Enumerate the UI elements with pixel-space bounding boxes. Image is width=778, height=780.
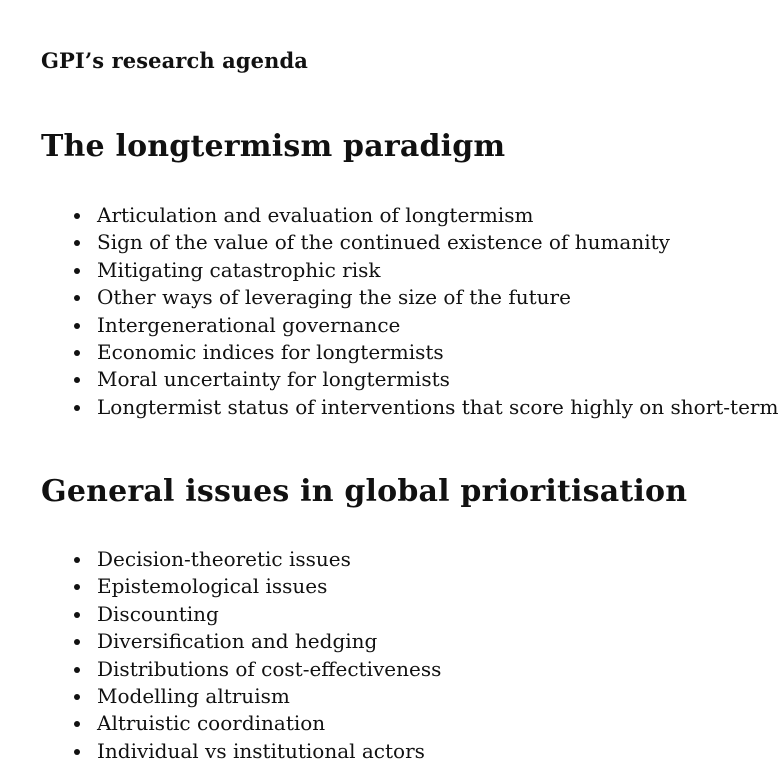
list-item: Articulation and evaluation of longtermi… (41, 202, 778, 229)
list-item: Modelling altruism (41, 683, 441, 710)
bullet-icon (74, 748, 80, 755)
bullet-icon (74, 213, 80, 219)
list-item: Moral uncertainty for longtermists (41, 366, 778, 393)
list-item-label: Diversification and hedging (97, 629, 378, 654)
list-item: Diversification and hedging (41, 628, 441, 655)
longtermism-topic-list: Articulation and evaluation of longtermi… (41, 202, 778, 421)
list-item: Discounting (41, 601, 441, 628)
list-item: Economic indices for longtermists (41, 339, 778, 366)
bullet-icon (74, 584, 80, 591)
list-item-label: Sign of the value of the continued exist… (97, 230, 670, 255)
list-item: Decision-theoretic issues (41, 546, 441, 573)
list-item-label: Discounting (97, 601, 219, 626)
bullet-icon (74, 721, 80, 728)
list-item: Altruistic coordination (41, 710, 441, 737)
global-prioritisation-topic-list: Decision-theoretic issues Epistemologica… (41, 546, 441, 765)
list-item-label: Individual vs institutional actors (97, 738, 425, 763)
list-item: Mitigating catastrophic risk (41, 257, 778, 284)
bullet-icon (74, 666, 80, 673)
list-item-label: Moral uncertainty for longtermists (97, 367, 450, 392)
list-item-label: Articulation and evaluation of longtermi… (97, 203, 534, 227)
bullet-icon (74, 267, 80, 274)
list-item-label: Modelling altruism (97, 683, 290, 708)
bullet-icon (74, 377, 80, 384)
list-item-label: Epistemological issues (97, 574, 328, 599)
bullet-icon (74, 404, 80, 411)
bullet-icon (74, 611, 80, 618)
bullet-icon (74, 349, 80, 356)
list-item: Other ways of leveraging the size of the… (41, 284, 778, 311)
list-item: Distributions of cost-effectiveness (41, 656, 441, 683)
bullet-icon (74, 693, 80, 700)
bullet-icon (74, 639, 80, 646)
list-item: Epistemological issues (41, 573, 441, 600)
list-item: Intergenerational governance (41, 312, 778, 339)
document-title: GPI’s research agenda (41, 48, 308, 73)
bullet-icon (74, 240, 80, 247)
bullet-icon (74, 322, 80, 329)
list-item-label: Decision-theoretic issues (97, 547, 351, 571)
bullet-icon (74, 557, 80, 563)
bullet-icon (74, 295, 80, 302)
list-item-label: Distributions of cost-effectiveness (97, 656, 442, 681)
list-item-label: Altruistic coordination (97, 711, 326, 736)
section-heading-global-prioritisation: General issues in global prioritisation (41, 474, 688, 509)
document-page: GPI’s research agenda The longtermism pa… (41, 0, 778, 780)
list-item-label: Economic indices for longtermists (97, 339, 444, 364)
list-item-label: Intergenerational governance (97, 312, 401, 337)
section-heading-longtermism: The longtermism paradigm (41, 129, 506, 164)
list-item-label: Longtermist status of interventions that… (97, 394, 778, 419)
list-item-label: Mitigating catastrophic risk (97, 257, 381, 282)
list-item: Longtermist status of interventions that… (41, 394, 778, 421)
list-item: Individual vs institutional actors (41, 738, 441, 765)
list-item: Sign of the value of the continued exist… (41, 229, 778, 256)
list-item-label: Other ways of leveraging the size of the… (97, 285, 571, 310)
